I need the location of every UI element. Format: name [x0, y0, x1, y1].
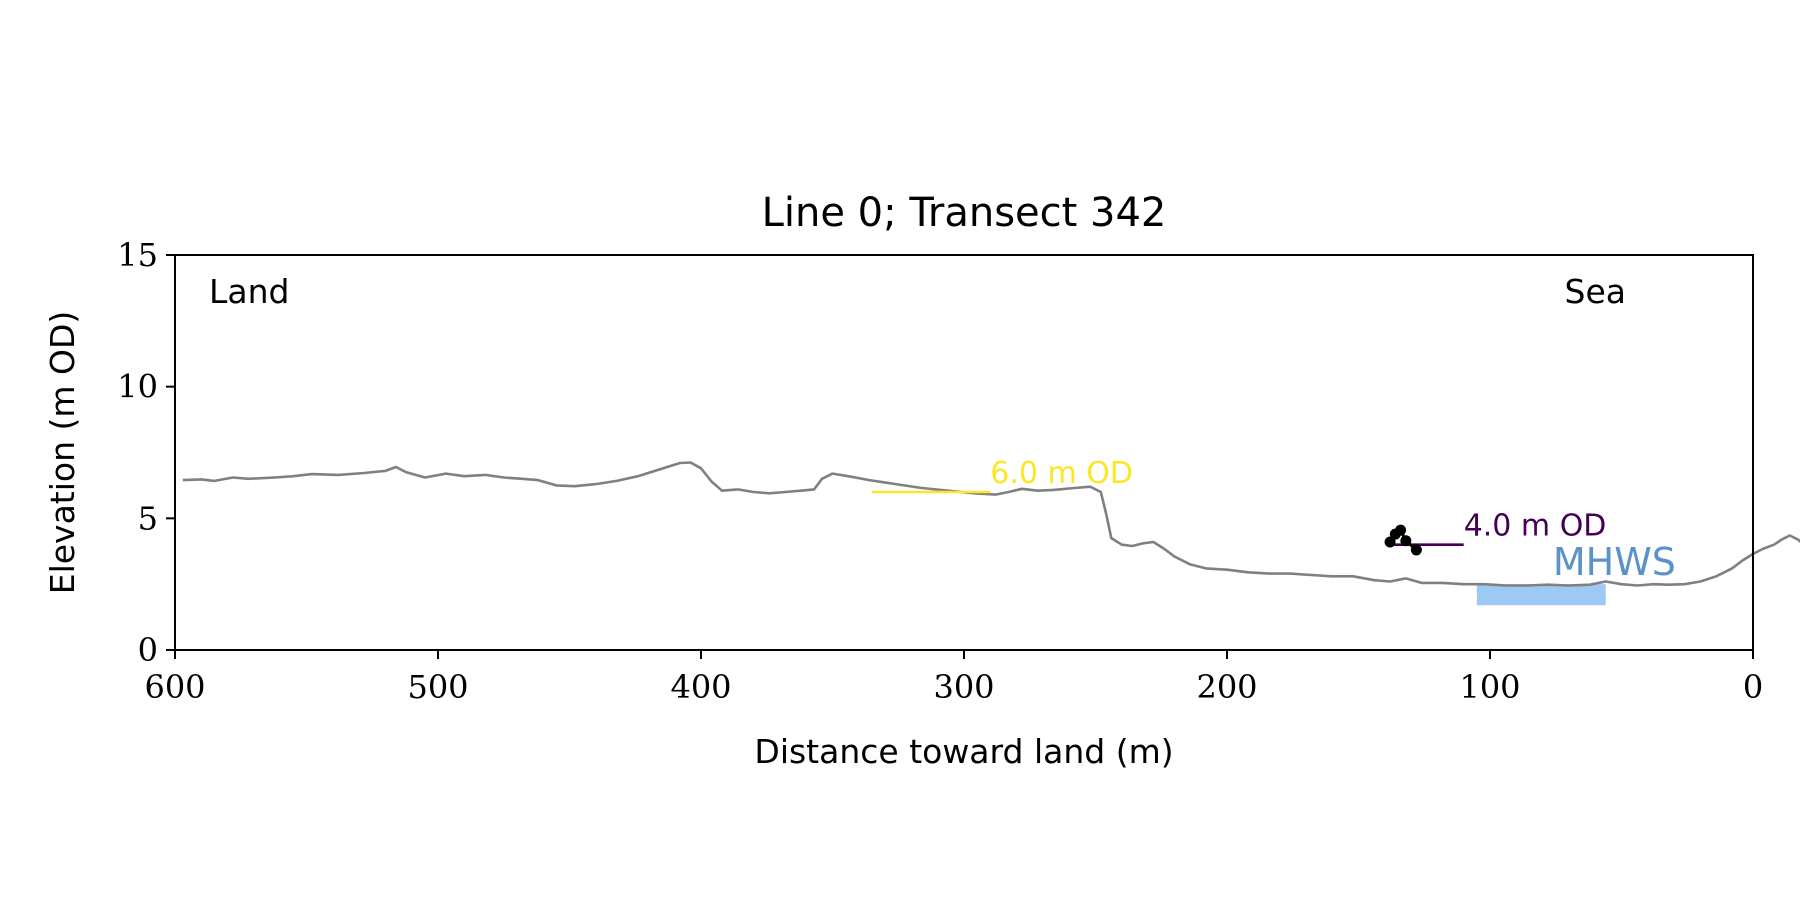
x-axis-label: Distance toward land (m): [754, 732, 1173, 771]
y-tick-label: 5: [138, 499, 158, 537]
sea-corner-label: Sea: [1565, 272, 1626, 311]
elevation-profile-line: [182, 461, 1800, 587]
marker-connector-line: [1388, 527, 1418, 552]
contour-label-0: 6.0 m OD: [990, 456, 1133, 491]
x-tick-label: 200: [1196, 668, 1257, 706]
y-tick-label: 10: [117, 368, 158, 406]
x-tick-label: 500: [407, 668, 468, 706]
contour-label-1: 4.0 m OD: [1464, 509, 1607, 544]
mhws-label: MHWS: [1553, 540, 1676, 584]
axes: 600 500 400 300 200 100 0 0 5 10 15: [117, 236, 1763, 706]
mhws-band: [1476, 584, 1606, 606]
x-tick-label: 0: [1743, 668, 1763, 706]
x-tick-label: 100: [1459, 668, 1520, 706]
x-tick-label: 400: [670, 668, 731, 706]
chart-title: Line 0; Transect 342: [762, 190, 1167, 236]
land-corner-label: Land: [209, 272, 289, 311]
y-tick-label: 15: [117, 236, 158, 274]
y-axis-label: Elevation (m OD): [43, 311, 82, 595]
x-tick-label: 600: [144, 668, 205, 706]
y-tick-label: 0: [138, 631, 158, 669]
x-tick-label: 300: [933, 668, 994, 706]
plot-area: MHWS 6.0 m OD 4.0 m OD: [182, 456, 1800, 606]
